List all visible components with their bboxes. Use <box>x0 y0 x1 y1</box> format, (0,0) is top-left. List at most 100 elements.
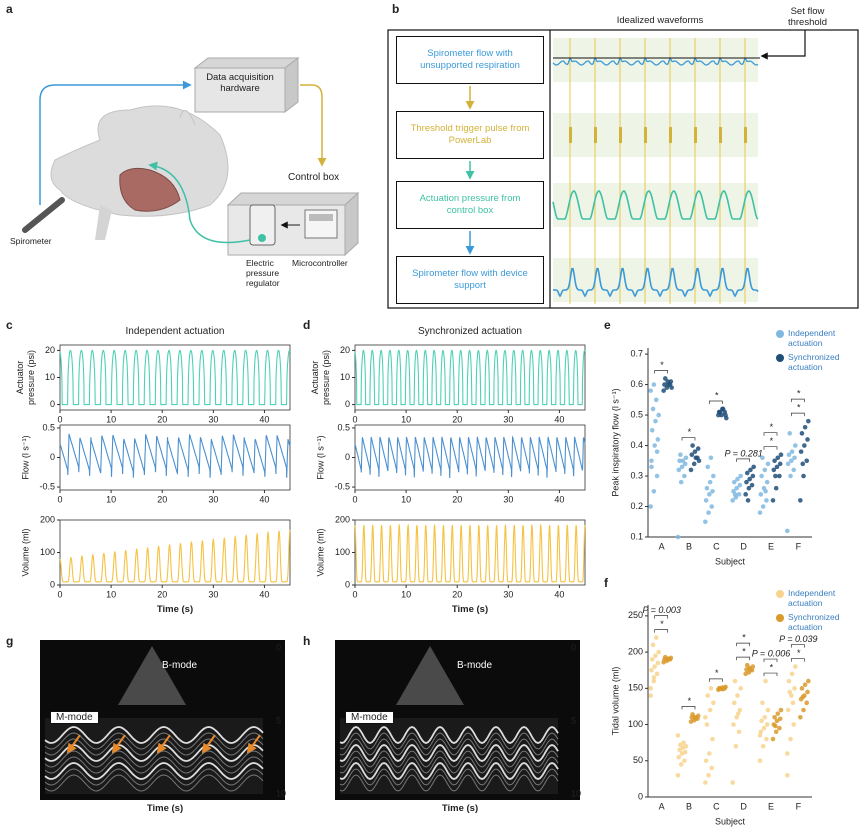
data-point <box>731 722 736 727</box>
significance-label: P = 0.281 <box>724 448 762 458</box>
significance-bracket <box>790 658 805 662</box>
x-tick-label: A <box>659 801 665 811</box>
data-point <box>711 473 716 479</box>
data-point <box>748 467 753 473</box>
data-point <box>669 385 674 390</box>
significance-label: P = 0.039 <box>779 634 817 644</box>
axes-frame <box>59 424 291 491</box>
data-point <box>709 504 715 509</box>
legend-marker <box>776 330 784 338</box>
trigger-pulse <box>619 127 622 143</box>
y-tick-label: 0.5 <box>337 422 350 432</box>
panel-a-illustration <box>22 56 360 257</box>
data-point <box>649 428 655 433</box>
data-point <box>777 461 783 467</box>
y-tick-label: 100 <box>628 719 643 729</box>
data-point <box>655 437 661 442</box>
y-tick-label: 0.3 <box>630 470 643 480</box>
m-mode-band <box>44 726 264 744</box>
wave-band <box>553 38 758 82</box>
x-tick-label: F <box>796 801 802 811</box>
data-point <box>765 707 771 713</box>
trigger-pulse <box>694 127 697 143</box>
x-tick-label: C <box>713 801 720 811</box>
signal-trace <box>354 435 586 479</box>
data-point <box>708 455 714 461</box>
signal-trace <box>59 349 291 406</box>
data-point <box>777 725 782 731</box>
data-point <box>763 488 768 494</box>
data-point <box>770 736 776 742</box>
data-point <box>804 458 810 464</box>
m-mode-band <box>44 756 264 774</box>
m-mode-band <box>44 768 264 786</box>
wave <box>552 190 759 220</box>
data-point <box>688 467 694 473</box>
significance-bracket <box>708 400 723 404</box>
significance-bracket <box>708 678 723 682</box>
m-mode-band <box>44 774 264 792</box>
significance-label: * <box>715 668 719 678</box>
significance-label: * <box>715 390 719 400</box>
x-tick-label: A <box>659 541 665 551</box>
data-point <box>762 715 768 720</box>
data-point <box>799 431 805 436</box>
data-point <box>785 461 791 467</box>
x-axis-label: Subject <box>715 556 746 566</box>
significance-label: P = 0.006 <box>752 648 790 658</box>
x-tick-label: 10 <box>106 494 116 504</box>
y-tick-label: 0.6 <box>630 379 643 389</box>
spirometer-label: Spirometer <box>10 236 52 246</box>
trigger-pulse <box>644 127 647 143</box>
y-axis-label: pressure (psi) <box>26 350 36 405</box>
data-point <box>651 678 657 684</box>
panel-label: a <box>6 2 13 16</box>
data-point <box>730 780 735 785</box>
data-point <box>662 376 668 381</box>
significance-label: * <box>742 633 746 643</box>
y-tick-label: 0.7 <box>630 348 643 358</box>
data-point <box>678 452 683 457</box>
motion-arrow <box>66 734 81 754</box>
significance-label: * <box>797 389 801 399</box>
significance-bracket <box>654 615 669 619</box>
x-tick-label: 30 <box>503 589 513 599</box>
data-point <box>649 667 654 673</box>
x-tick-label: 0 <box>352 589 357 599</box>
y-tick-label: 0.2 <box>630 501 643 511</box>
y-axis-label: Volume (ml) <box>315 528 325 576</box>
y-tick-label: 0 <box>345 399 350 409</box>
x-tick-label: 30 <box>208 494 218 504</box>
data-point <box>703 519 708 525</box>
data-point <box>773 729 779 735</box>
data-point <box>696 458 702 464</box>
y-tick-label: 10 <box>340 372 350 382</box>
data-point <box>799 686 805 691</box>
m-mode-band <box>44 762 264 780</box>
y-tick-label: 250 <box>628 610 643 620</box>
data-point <box>692 449 698 454</box>
data-point <box>737 482 743 488</box>
data-point <box>800 461 806 467</box>
data-point <box>711 700 716 706</box>
x-tick-label: 30 <box>208 414 218 424</box>
data-point <box>764 722 770 727</box>
m-mode-band <box>44 750 264 768</box>
scale-tick: 0 <box>276 642 281 652</box>
x-tick-label: C <box>713 541 720 551</box>
significance-label: * <box>797 648 801 658</box>
legend-label: Synchronized actuation <box>788 612 840 632</box>
data-point <box>778 452 784 457</box>
significance-bracket <box>736 458 751 462</box>
threshold-arrow <box>760 30 806 60</box>
x-tick-label: D <box>740 541 747 551</box>
data-point <box>655 660 661 666</box>
data-point <box>762 467 768 473</box>
m-mode-band <box>339 768 559 786</box>
data-point <box>788 736 793 742</box>
data-point <box>648 686 653 691</box>
x-tick-label: 0 <box>352 414 357 424</box>
threshold-label: Set flow threshold <box>787 6 828 28</box>
data-point <box>731 700 737 706</box>
data-point <box>682 473 687 479</box>
